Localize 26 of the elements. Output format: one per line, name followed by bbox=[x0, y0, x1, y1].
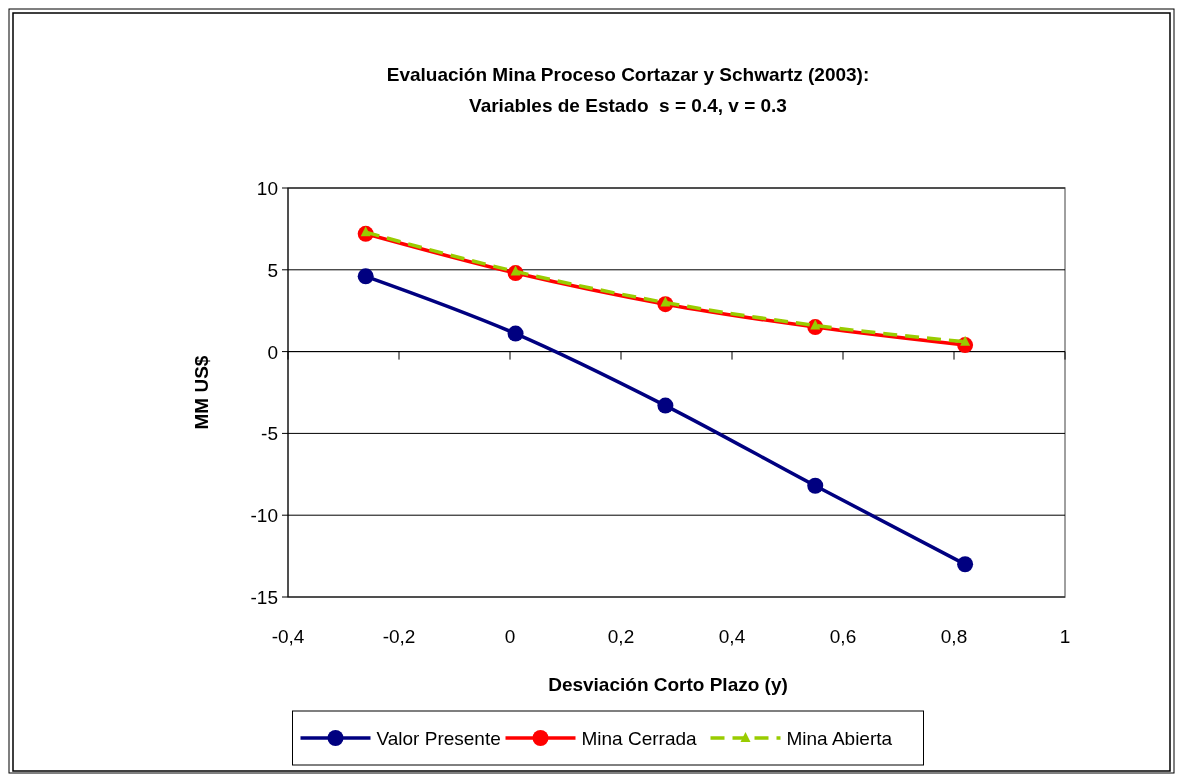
x-tick-label: 0,2 bbox=[607, 626, 635, 647]
chart-subtitle: Variables de Estado s = 0.4, v = 0.3 bbox=[469, 95, 787, 116]
y-tick-label: -5 bbox=[261, 423, 278, 445]
legend-label: Valor Presente bbox=[376, 728, 501, 749]
y-axis-title: MM US$ bbox=[191, 355, 212, 430]
y-tick-label: 0 bbox=[267, 341, 278, 363]
legend-label: Mina Cerrada bbox=[581, 728, 698, 749]
y-tick-label: -15 bbox=[250, 587, 278, 608]
y-tick-label: 10 bbox=[256, 178, 278, 199]
x-tick-label: 1 bbox=[1059, 626, 1071, 647]
point bbox=[807, 477, 824, 494]
x-tick-label: 0,6 bbox=[829, 626, 857, 647]
point bbox=[507, 325, 524, 342]
point bbox=[957, 556, 974, 573]
x-tick-label: 0,8 bbox=[940, 626, 968, 647]
point bbox=[657, 397, 674, 414]
y-tick-label: 5 bbox=[267, 259, 278, 281]
x-axis-title: Desviación Corto Plazo (y) bbox=[548, 674, 788, 695]
x-tick-label: 0 bbox=[504, 626, 516, 647]
x-tick-label: -0,2 bbox=[382, 626, 416, 647]
y-tick-label: -10 bbox=[250, 505, 278, 527]
legend-label: Mina Abierta bbox=[786, 728, 893, 749]
chart-title: Evaluación Mina Proceso Cortazar y Schwartz (2003): bbox=[386, 64, 870, 85]
x-tick-label: 0,4 bbox=[718, 626, 746, 647]
point bbox=[357, 268, 374, 285]
x-tick-label: -0,4 bbox=[271, 626, 305, 647]
